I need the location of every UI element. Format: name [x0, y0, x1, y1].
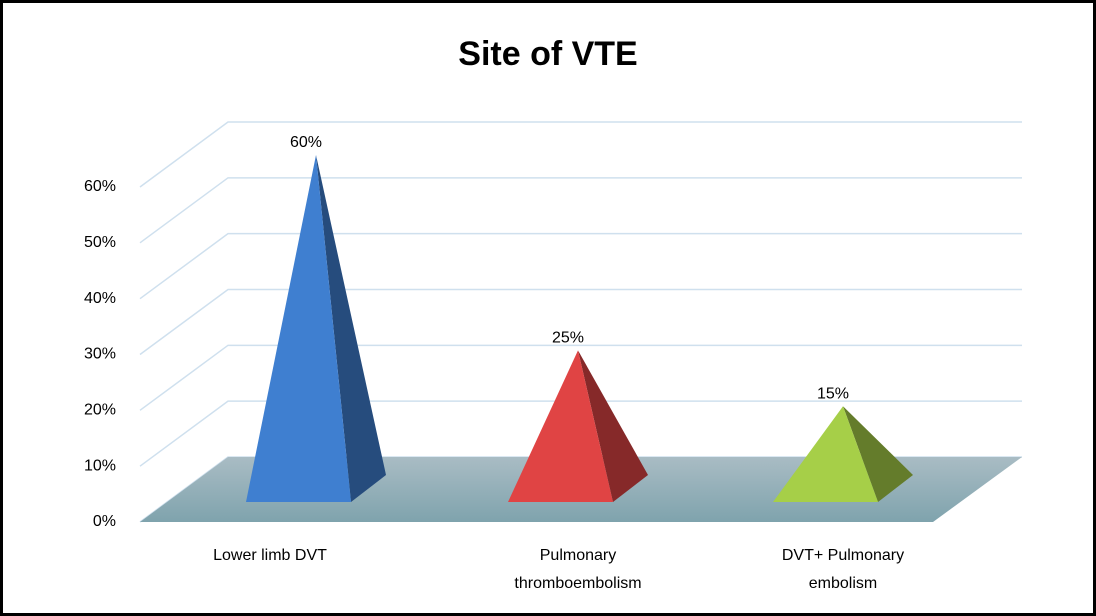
grid-line [139, 344, 1022, 411]
chart-title: Site of VTE [458, 35, 637, 73]
grid-line [139, 121, 1022, 188]
grid-line [139, 400, 1022, 467]
y-tick-label: 20% [84, 402, 116, 419]
y-tick-label: 10% [84, 457, 116, 474]
pyramid-front [773, 406, 878, 502]
pyramid [246, 155, 386, 502]
y-tick-label: 60% [84, 178, 116, 195]
y-tick-label: 30% [84, 346, 116, 363]
pyramid [773, 406, 913, 502]
value-label: 15% [817, 385, 849, 402]
value-label: 60% [290, 134, 322, 151]
y-tick-label: 40% [84, 290, 116, 307]
pyramid-side [843, 406, 913, 502]
y-tick-label: 50% [84, 234, 116, 251]
pyramid-side [316, 155, 386, 502]
value-label: 25% [552, 330, 584, 347]
y-tick-label: 0% [93, 513, 116, 530]
grid-line [139, 177, 1022, 244]
pyramid [508, 350, 648, 502]
x-tick-label: DVT+ Pulmonary embolism [781, 547, 905, 592]
pyramid-side [578, 350, 648, 502]
grid-line [139, 232, 1022, 300]
x-tick-label: Lower limb DVT [213, 547, 327, 564]
pyramid-front [246, 155, 351, 502]
x-tick-label: Pulmonary thromboembolism [514, 547, 642, 592]
grid-line [139, 288, 1022, 356]
pyramid-front [508, 350, 613, 502]
